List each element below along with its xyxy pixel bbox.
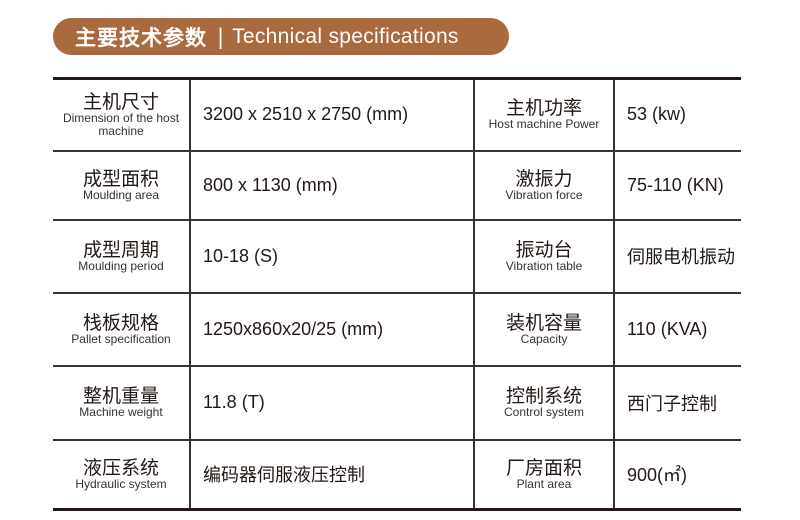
spec-label-en: Control system — [503, 405, 585, 419]
spec-label-cn: 控制系统 — [505, 385, 582, 407]
spec-label-cell: 成型面积 Moulding area — [53, 149, 191, 221]
spec-label-cell: 激振力 Vibration force — [473, 149, 615, 221]
spec-value: 3200 x 2510 x 2750 (mm) — [189, 78, 475, 152]
spec-label-en: Plant area — [516, 476, 572, 491]
spec-label-cn: 振动台 — [515, 238, 573, 261]
spec-label-en: Machine weight — [79, 405, 163, 419]
title-en: Technical specifications — [232, 24, 459, 48]
spec-label-en: Moulding period — [78, 258, 164, 273]
spec-row: 成型周期 Moulding period 10-18 (S) 振动台 Vibration… — [53, 218, 741, 294]
spec-label-cell: 整机重量 Machine weight — [53, 364, 191, 441]
section-header: 主要技术参数 | Technical specifications — [53, 18, 509, 55]
spec-label-en: Vibration table — [505, 258, 583, 273]
spec-value: 53 (kw) — [613, 78, 741, 152]
title-cn: 主要技术参数 — [75, 25, 207, 50]
spec-row: 主机尺寸 Dimension of the host machine 3200 x … — [53, 78, 741, 152]
spec-row: 液压系统 Hydraulic system 编码器伺服液压控制 厂房面积 Plant a… — [53, 438, 741, 510]
spec-label-cn: 成型周期 — [82, 238, 159, 261]
spec-label-cn: 栈板规格 — [82, 311, 159, 334]
spec-value: 800 x 1130 (mm) — [189, 149, 475, 221]
spec-row: 整机重量 Machine weight 11.8 (T) 控制系统 Control sy… — [53, 364, 741, 441]
spec-label-cn: 主机功率 — [505, 97, 582, 120]
spec-value: 编码器伺服液压控制 — [189, 438, 475, 510]
spec-label-en: Hydraulic system — [75, 476, 167, 491]
spec-label-en: Host machine Power — [488, 117, 600, 132]
spec-label-cell: 主机功率 Host machine Power — [473, 78, 615, 152]
spec-label-en: Moulding area — [82, 187, 160, 202]
spec-value: 1250x860x20/25 (mm) — [189, 291, 475, 367]
spec-label-cn: 激振力 — [515, 167, 573, 190]
spec-row: 成型面积 Moulding area 800 x 1130 (mm) 激振力 Vibra… — [53, 149, 741, 221]
spec-label-cell: 主机尺寸 Dimension of the host machine — [53, 78, 191, 152]
spec-value: 10-18 (S) — [189, 218, 475, 294]
spec-label-en: Pallet specification — [71, 331, 171, 346]
spec-label-en: Capacity — [520, 331, 568, 346]
spec-label-cell: 液压系统 Hydraulic system — [53, 438, 191, 510]
spec-label-cell: 振动台 Vibration table — [473, 218, 615, 294]
spec-row: 栈板规格 Pallet specification 1250x860x20/25 (… — [53, 291, 741, 367]
spec-label-cell: 装机容量 Capacity — [473, 291, 615, 367]
spec-value: 900(㎡) — [613, 438, 741, 510]
spec-label-cn: 成型面积 — [82, 167, 159, 190]
spec-label-cn: 装机容量 — [505, 311, 582, 334]
spec-label-cell: 厂房面积 Plant area — [473, 438, 615, 510]
spec-label-cell: 栈板规格 Pallet specification — [53, 291, 191, 367]
spec-label-cn: 整机重量 — [82, 385, 159, 407]
spec-label-cell: 控制系统 Control system — [473, 364, 615, 441]
spec-value: 西门子控制 — [613, 364, 741, 441]
spec-label-en: Vibration force — [505, 187, 583, 202]
spec-label-cn: 厂房面积 — [505, 456, 582, 479]
spec-value: 110 (KVA) — [613, 291, 741, 367]
spec-label-en: Dimension of the host machine — [62, 110, 180, 138]
specs-table: 主机尺寸 Dimension of the host machine 3200 x … — [53, 77, 741, 511]
spec-value: 伺服电机振动 — [613, 218, 741, 294]
spec-value: 11.8 (T) — [189, 364, 475, 441]
spec-label-cn: 主机尺寸 — [82, 90, 159, 113]
spec-value: 75-110 (KN) — [613, 149, 741, 221]
spec-label-cn: 液压系统 — [82, 456, 159, 479]
title-separator: | — [217, 24, 225, 49]
spec-label-cell: 成型周期 Moulding period — [53, 218, 191, 294]
